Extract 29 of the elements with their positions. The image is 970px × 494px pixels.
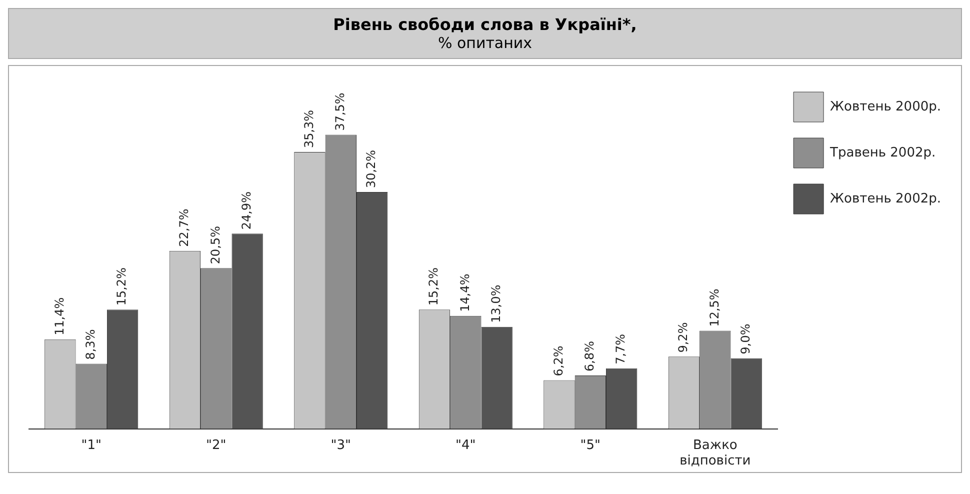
data-label: 6,8% (582, 340, 597, 372)
data-label: 22,7% (177, 208, 192, 247)
data-label: 37,5% (333, 92, 348, 131)
x-tick-label: "1" (81, 438, 102, 453)
data-label: 24,9% (239, 191, 254, 230)
data-label: 20,5% (208, 226, 222, 264)
chart-title: Рівень свободи слова в Україні*, (332, 15, 638, 34)
data-label: 15,2% (114, 268, 129, 306)
x-tick-label: "2" (206, 438, 226, 453)
data-label: 14,4% (458, 274, 472, 312)
data-label: 8,3% (84, 329, 98, 360)
legend-label: Травень 2002р. (829, 145, 936, 160)
x-tick-label: "5" (580, 438, 601, 453)
data-label: 35,3% (302, 110, 316, 148)
data-label: 30,2% (364, 150, 378, 188)
data-label: 7,7% (614, 334, 628, 364)
data-label: 13,0% (488, 284, 503, 323)
x-tick-label: "4" (456, 438, 476, 453)
data-label: 11,4% (52, 297, 66, 336)
chart-subtitle: % опитаних (436, 34, 534, 52)
legend-label: Жовтень 2002р. (830, 191, 941, 206)
legend-label: Жовтень 2000р. (830, 99, 941, 114)
data-label: 9,0% (738, 324, 752, 354)
data-label: 15,2% (426, 268, 441, 306)
x-tick-label: Важко відповісти (680, 438, 751, 469)
data-label: 12,5% (707, 288, 722, 327)
data-label: 6,2% (551, 346, 566, 376)
x-tick-label: "3" (330, 438, 352, 453)
data-label: 9,2% (676, 322, 690, 353)
